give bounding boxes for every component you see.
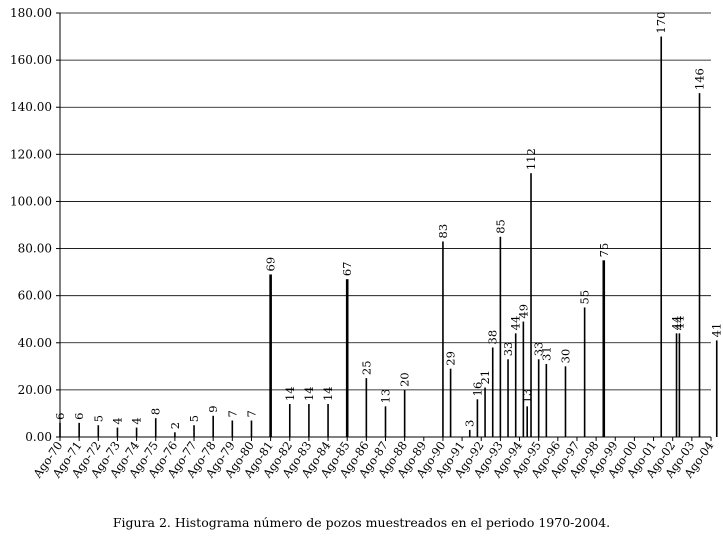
bar [384, 406, 387, 437]
bar-value-label: 33 [501, 342, 515, 357]
bar-value-label: 13 [520, 389, 534, 404]
bar-value-label: 4 [110, 417, 124, 424]
bars [59, 36, 718, 438]
bar-value-label: 29 [444, 351, 458, 366]
bar [715, 340, 718, 437]
bar-value-label: 30 [558, 349, 572, 364]
bar-value-label: 146 [693, 68, 707, 90]
bar-value-label: 38 [486, 330, 500, 345]
y-tick-label: 60.00 [18, 289, 52, 303]
bar-value-label: 20 [398, 372, 412, 387]
bar-value-label: 7 [244, 410, 258, 417]
x-axis-ticks: Ago-70Ago-71Ago-72Ago-73Ago-74Ago-75Ago-… [30, 437, 716, 481]
bar [212, 415, 214, 437]
bar [231, 420, 234, 437]
bar [154, 418, 157, 437]
bar [507, 359, 509, 437]
bar [583, 307, 586, 437]
bar-value-label: 69 [264, 257, 278, 272]
bar-value-label: 21 [478, 370, 492, 385]
gridlines [60, 12, 711, 391]
bar-value-label: 75 [597, 243, 611, 258]
bar [365, 378, 368, 437]
bar [698, 93, 701, 437]
bar [449, 368, 452, 437]
bar-value-label: 16 [470, 382, 484, 397]
y-tick-label: 80.00 [18, 242, 52, 256]
bar [602, 260, 606, 437]
bar [327, 404, 329, 437]
bar-value-label: 7 [225, 410, 239, 417]
bar [660, 36, 663, 438]
bar-value-label: 2 [168, 422, 182, 429]
y-tick-label: 160.00 [10, 53, 52, 67]
y-tick-label: 100.00 [10, 194, 52, 208]
bar [678, 333, 681, 437]
y-axis-ticks: 0.00 20.00 40.00 60.00 80.00 100.00 120.00 140.… [10, 6, 60, 444]
figure-caption: Figura 2. Histograma número de pozos mue… [112, 515, 611, 530]
bar-value-label: 44 [670, 316, 684, 331]
bar [403, 389, 406, 437]
bar-value-label: 44 [672, 316, 686, 331]
bar [526, 406, 528, 437]
histogram-chart: 0.00 20.00 40.00 60.00 80.00 100.00 120.00 140.… [10, 6, 723, 481]
bar [193, 425, 195, 437]
bar [491, 347, 494, 437]
y-tick-label: 20.00 [18, 383, 52, 397]
y-tick-label: 120.00 [10, 147, 52, 161]
bar [288, 404, 291, 437]
y-tick-label: 140.00 [10, 100, 52, 114]
bar-value-label: 5 [187, 415, 201, 422]
bar [308, 404, 310, 437]
data-labels: 6654482597769141414672513208329316213885… [53, 12, 723, 430]
bar-value-label: 49 [516, 304, 530, 319]
bar-value-label: 112 [524, 148, 538, 170]
bar [174, 432, 176, 437]
bar [468, 429, 471, 437]
bar-value-label: 6 [72, 413, 86, 420]
bar [530, 173, 532, 437]
bar [269, 274, 272, 437]
bar-value-label: 67 [340, 262, 354, 277]
bar-value-label: 31 [539, 346, 553, 361]
bar-value-label: 85 [493, 219, 507, 234]
bar [537, 359, 540, 437]
bar [135, 427, 138, 437]
bar-value-label: 25 [359, 360, 373, 375]
bar-value-label: 170 [654, 12, 668, 34]
bar-value-label: 14 [302, 386, 316, 401]
bar [499, 236, 502, 437]
bar-value-label: 33 [532, 342, 546, 357]
bar-value-label: 55 [578, 290, 592, 305]
bar-value-label: 44 [509, 316, 523, 331]
bar [675, 333, 678, 437]
y-tick-label: 0.00 [25, 430, 52, 444]
bar-value-label: 4 [130, 417, 144, 424]
y-tick-label: 40.00 [18, 336, 52, 350]
bar [514, 333, 517, 437]
bar [97, 425, 100, 437]
bar-value-label: 14 [283, 386, 297, 401]
y-tick-label: 180.00 [10, 6, 52, 20]
bar-value-label: 8 [149, 408, 163, 415]
bar [250, 420, 253, 437]
bar-value-label: 14 [321, 386, 335, 401]
bar [484, 387, 486, 437]
bar-value-label: 5 [91, 415, 105, 422]
bar [78, 422, 80, 437]
bar-value-label: 83 [436, 224, 450, 239]
bar-value-label: 41 [710, 323, 723, 338]
bar [116, 427, 119, 437]
bar-value-label: 3 [463, 420, 477, 427]
bar [522, 321, 525, 437]
bar-value-label: 9 [206, 405, 220, 412]
bar [345, 279, 349, 437]
bar-value-label: 13 [379, 389, 393, 404]
bar [442, 241, 444, 437]
bar [564, 366, 567, 437]
bar [545, 363, 548, 437]
bar [476, 399, 479, 437]
